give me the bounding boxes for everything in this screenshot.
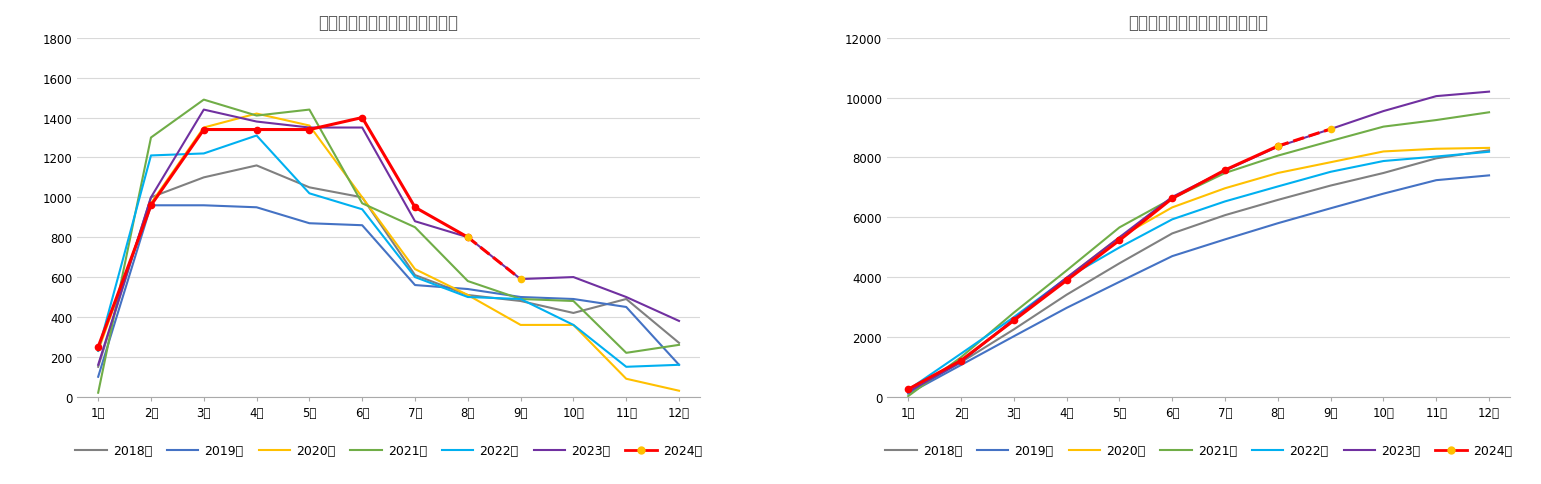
- Legend: 2018年, 2019年, 2020年, 2021年, 2022年, 2023年, 2024年: 2018年, 2019年, 2020年, 2021年, 2022年, 2023年…: [880, 439, 1516, 462]
- Title: 巴西大豆出口量：累计（万吨）: 巴西大豆出口量：累计（万吨）: [1128, 14, 1268, 31]
- Title: 巴西大豆出口量：当月（万吨）: 巴西大豆出口量：当月（万吨）: [319, 14, 459, 31]
- Legend: 2018年, 2019年, 2020年, 2021年, 2022年, 2023年, 2024年: 2018年, 2019年, 2020年, 2021年, 2022年, 2023年…: [71, 439, 707, 462]
